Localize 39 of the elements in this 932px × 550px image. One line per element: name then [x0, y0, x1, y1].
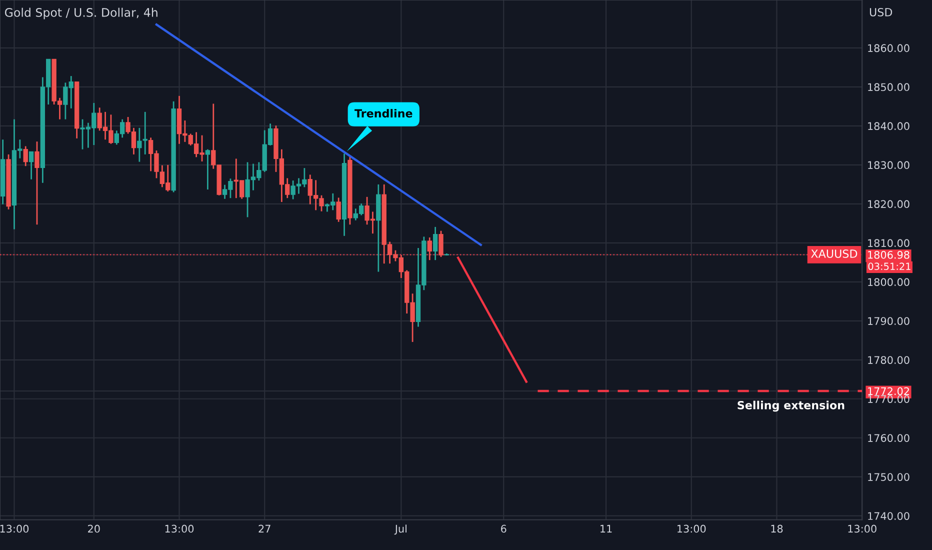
y-tick-label: 1780.00 [868, 356, 910, 364]
candlestick [28, 150, 34, 180]
y-tick-label: 1820.00 [868, 200, 910, 208]
y-tick-label: 1806.98 [868, 250, 910, 259]
ref-line-label: XAUUSD [811, 250, 858, 258]
candlestick [34, 140, 40, 226]
candlestick [205, 148, 210, 190]
y-tick-label: 1850.00 [868, 83, 910, 92]
y-tick-label: 1760.00 [868, 434, 910, 442]
y-tick-label: 1740.00 [868, 512, 910, 520]
series-label: Selling extension [738, 400, 844, 412]
x-tick-label: 20 [88, 524, 100, 533]
candlestick [336, 196, 341, 223]
candlestick [23, 146, 28, 167]
candlestick [432, 226, 438, 261]
y-tick-label: 1790.00 [868, 317, 910, 325]
y-tick-label: 1830.00 [868, 161, 910, 170]
y-tick-label: 1840.00 [868, 122, 910, 130]
annotation: Trendline [354, 108, 412, 118]
x-tick-label: 13:00 [678, 524, 706, 533]
y-tick-label: 1800.00 [868, 278, 910, 286]
x-tick-label: 27 [258, 524, 270, 533]
x-tick-label: 11 [600, 524, 612, 533]
x-tick-label: Jul [394, 524, 406, 535]
y-axis-title: USD [870, 8, 892, 16]
text: 03:51:21 [868, 262, 910, 270]
x-tick-label: 13:00 [848, 524, 876, 533]
candlestick [137, 127, 142, 163]
y-tick-label: 1750.00 [868, 473, 910, 481]
y-tick-label: 1860.00 [868, 44, 910, 52]
y-tick-label: 1810.00 [868, 239, 910, 248]
x-tick-label: 13:00 [0, 524, 29, 533]
y-tick-label: 1772.02 [868, 387, 909, 396]
text: Gold Spot / U.S. Dollar, 4h [4, 8, 158, 20]
candlestick [427, 236, 432, 261]
candlestick [438, 230, 444, 258]
x-tick-label: 6 [501, 524, 506, 533]
x-tick-label: 13:00 [165, 524, 194, 533]
x-tick-label: 18 [771, 524, 783, 533]
